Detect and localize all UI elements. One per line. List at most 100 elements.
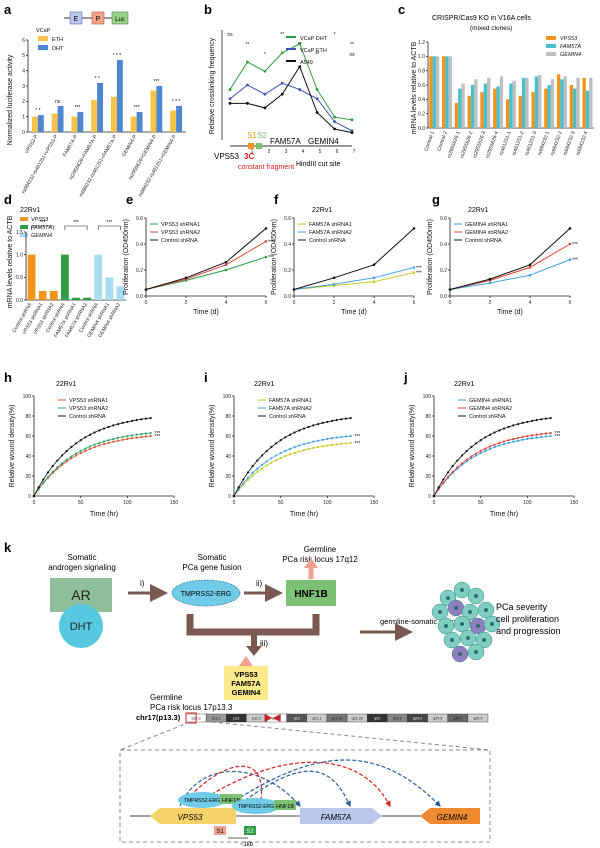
j-point [521, 438, 524, 441]
b-sig-label: ** [315, 52, 319, 58]
f-point [412, 266, 416, 269]
j-ytick-label: 40 [425, 454, 431, 460]
j-legend-label: Control shRNA [469, 414, 506, 420]
panel-j-label: j [403, 370, 408, 385]
j-xtick-label: 0 [433, 500, 436, 506]
a-legend-title: VCaP [36, 28, 51, 34]
h-point [42, 481, 45, 484]
i-ytick-label: 40 [225, 454, 231, 460]
h-xtick-label: 100 [123, 500, 132, 506]
j-point [549, 416, 552, 420]
c-bar-fam57a [496, 86, 500, 128]
e-xtick-label: 6 [265, 300, 268, 306]
j-series-0 [433, 435, 551, 497]
d-legend-vps53: VPS53 [31, 217, 49, 223]
i-point [335, 443, 338, 446]
f-legend-label: Control shRNA [309, 238, 346, 244]
h-point [126, 435, 129, 438]
d-bar [116, 286, 125, 300]
d-sig-bracket [64, 225, 88, 230]
i-point [312, 446, 315, 450]
a-ytick-label: 6 [22, 38, 25, 44]
j-point [479, 449, 482, 453]
b-legend-a549: A549 [300, 60, 313, 66]
f-point [412, 227, 416, 230]
h-point [32, 494, 36, 498]
k-fusion: TMPRSS2-ERG [181, 591, 232, 598]
h-ytick-label: 100 [23, 394, 32, 400]
cell-nucleus [476, 624, 480, 628]
j-point [442, 481, 445, 484]
h-point [121, 435, 124, 439]
a-bar-eth [150, 90, 157, 132]
i-point [288, 447, 292, 450]
j-xlabel: Time (hr) [490, 511, 518, 518]
a-bar-chart: 0 1 2 3 4 5 6 * * VPS53-P ns rs684232-rs461251+VPS… [21, 38, 186, 198]
i-sig-label: *** [354, 441, 360, 447]
j-ytick-label: 20 [425, 474, 431, 480]
g-series-2 [449, 228, 571, 290]
cell-nucleus [454, 606, 458, 610]
b-point-eth [246, 83, 249, 87]
b-point-a549 [263, 106, 267, 110]
i-point [265, 460, 268, 463]
j-point [474, 452, 478, 455]
locus-s2-box [244, 826, 256, 835]
j-point [549, 434, 552, 438]
i-point [321, 445, 324, 448]
i-point [298, 444, 301, 447]
h-point [140, 418, 143, 421]
j-point [540, 432, 543, 436]
d-bar [38, 290, 47, 300]
g-xtick-label: 2 [489, 300, 492, 306]
i-point [340, 435, 343, 439]
j-series-2 [433, 417, 551, 497]
c-bar-gemin4 [589, 77, 593, 128]
a-ylabel: Normalized luciferase activity [7, 54, 14, 145]
i-point [330, 437, 334, 440]
j-point [432, 494, 436, 498]
i-point [344, 442, 348, 445]
i-point [279, 456, 282, 460]
b-s1-label: S1 [247, 131, 257, 140]
chromosome-ideogram: p13.3p13.1p12p11.2q11.2q12q21.1q21.31q21… [185, 712, 489, 724]
chr-highlight [185, 712, 197, 724]
e-ytick-label: 0.0 [136, 294, 143, 300]
i-point [279, 451, 282, 455]
b-ylabel: Relative crosslinking frequency [209, 37, 216, 134]
j-point [535, 418, 538, 422]
a-bar-dht [156, 86, 163, 132]
j-point [540, 418, 543, 421]
h-point [42, 478, 45, 481]
hnf1b-box [286, 580, 336, 606]
d-ylabel: mRNA levels relative to ACTB [7, 215, 14, 308]
chr-band-label: p13.1 [212, 717, 221, 721]
c-bar-fam57a [560, 79, 564, 128]
c-bar-gemin4 [474, 79, 478, 128]
chr-band [467, 713, 489, 723]
panel-a-label: a [4, 2, 12, 17]
e-xtick-label: 4 [225, 300, 228, 306]
h-point [51, 470, 54, 473]
c-xtick-label: rs461251-3 [524, 130, 538, 156]
e-point [224, 260, 228, 264]
f-ylabel: Proliferation (OD450nm) [271, 219, 278, 295]
a-bar-dht [97, 82, 104, 132]
b-point-eth [228, 97, 232, 101]
i-legend-label: FAM57A shRNA1 [269, 398, 312, 404]
i-point [260, 454, 264, 457]
b-anchor-note: constant fragment [238, 164, 294, 171]
b-xtick-label: 5 [319, 149, 322, 155]
panel-k: k Somatic androgen signaling AR DHT i) S… [4, 540, 561, 848]
e-sig-label: *** [268, 239, 274, 245]
i-point [242, 482, 245, 485]
h-point [65, 449, 68, 453]
j-point [502, 443, 506, 446]
j-point [507, 439, 510, 442]
h-point [144, 435, 148, 438]
j-point [465, 460, 468, 463]
h-point [112, 437, 115, 441]
d-sig-label: *** [106, 220, 112, 226]
h-series-1 [33, 432, 151, 497]
panel-c-label: c [398, 2, 405, 17]
